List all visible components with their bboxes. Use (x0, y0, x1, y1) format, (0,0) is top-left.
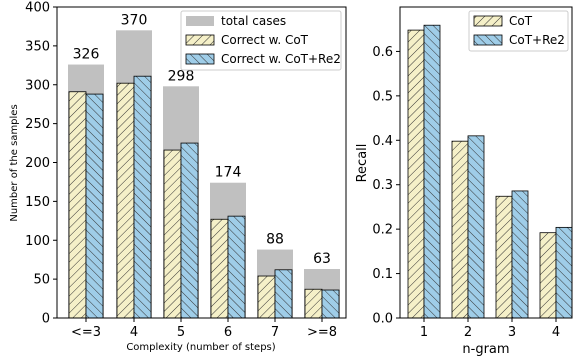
left-xtick-label-5: >=8 (307, 325, 337, 340)
left-x-axis-label: Complexity (number of steps) (126, 342, 275, 353)
left-ytick-label-5: 250 (25, 117, 50, 132)
data-label-0: 326 (73, 47, 100, 63)
left-legend-box (180, 10, 342, 71)
left-y-axis-label: Number of the samples (9, 104, 20, 221)
legend-swatch-re2-right (473, 34, 503, 46)
left-ytick-label-6: 300 (25, 78, 50, 93)
data-label-1: 370 (121, 12, 148, 28)
recall-bar-re2-3 (555, 226, 573, 319)
bar-re2-4 (274, 269, 293, 319)
recall-bar-re2-2 (511, 190, 529, 319)
right-x-axis-label: n-gram (462, 342, 509, 357)
right-xtick-label-0: 1 (420, 325, 428, 340)
left-xtick-label-1: 4 (130, 325, 138, 340)
legend-label-re2: Correct w. CoT+Re2 (221, 52, 341, 66)
recall-bar-cot-2 (495, 195, 513, 319)
left-ytick-label-8: 400 (25, 1, 50, 16)
recall-bar-re2-1 (467, 135, 485, 319)
legend-swatch-cot-right (473, 15, 503, 27)
left-xtick-label-3: 6 (224, 325, 232, 340)
bar-cot-2 (163, 149, 182, 319)
bar-cot-3 (210, 218, 229, 319)
left-data-labels: 326 370 298 174 88 63 (73, 12, 331, 267)
bar-re2-0 (85, 93, 104, 319)
left-xtick-label-4: 7 (271, 325, 279, 340)
left-ytick-label-7: 350 (25, 39, 50, 54)
right-ytick-label-3: 0.3 (372, 178, 393, 193)
data-label-4: 88 (266, 232, 284, 248)
right-x-axis: 1 2 3 4 (420, 318, 560, 340)
legend-label-cot: Correct w. CoT (221, 33, 309, 47)
right-ytick-label-0: 0.0 (372, 312, 393, 327)
legend-label-total: total cases (221, 14, 286, 28)
bar-re2-5 (321, 289, 340, 319)
left-ytick-label-2: 100 (25, 234, 50, 249)
bar-cot-5 (304, 288, 323, 319)
bar-cot-0 (68, 91, 87, 319)
right-y-axis-label: Recall (355, 144, 370, 183)
recall-bar-cot-1 (451, 140, 469, 319)
legend-label-cot-right: CoT (509, 14, 533, 28)
right-plot-frame (399, 6, 573, 319)
bar-cot-1 (116, 82, 135, 319)
left-legend: total cases Correct w. CoT Correct w. Co… (180, 10, 342, 71)
bar-re2-1 (133, 75, 152, 319)
right-ytick-label-6: 0.6 (372, 45, 393, 60)
left-bars (68, 30, 340, 319)
left-ytick-label-1: 50 (33, 273, 50, 288)
left-xtick-label-0: <=3 (71, 325, 101, 340)
right-xtick-label-3: 4 (552, 325, 560, 340)
right-ytick-label-1: 0.1 (372, 267, 393, 282)
legend-swatch-cot (185, 34, 215, 46)
legend-swatch-re2 (185, 53, 215, 65)
left-ytick-label-3: 150 (25, 195, 50, 210)
right-ytick-label-5: 0.5 (372, 89, 393, 104)
right-legend: CoT CoT+Re2 (468, 10, 569, 52)
right-y-axis: 0.0 0.1 0.2 0.3 0.4 0.5 0.6 (372, 45, 400, 327)
legend-label-re2-right: CoT+Re2 (509, 33, 565, 47)
right-xtick-label-1: 2 (464, 325, 472, 340)
left-xtick-label-2: 5 (177, 325, 185, 340)
bar-re2-3 (227, 215, 246, 319)
recall-bar-cot-0 (407, 29, 425, 319)
left-ytick-label-0: 0 (42, 312, 50, 327)
right-xtick-label-2: 3 (508, 325, 516, 340)
right-ytick-label-2: 0.2 (372, 223, 393, 238)
legend-swatch-total (186, 16, 214, 26)
bar-cot-4 (257, 275, 276, 319)
right-ytick-label-4: 0.4 (372, 134, 393, 149)
left-ytick-label-4: 200 (25, 156, 50, 171)
data-label-5: 63 (313, 251, 331, 267)
recall-bar-re2-0 (423, 24, 441, 319)
ngram-recall-chart: 0.0 0.1 0.2 0.3 0.4 0.5 0.6 1 2 3 4 n-gram Recall… (355, 6, 573, 357)
data-label-3: 174 (215, 165, 242, 181)
bar-re2-2 (180, 142, 199, 319)
left-x-axis: <=3 4 5 6 7 >=8 (71, 318, 337, 340)
recall-bar-cot-3 (539, 232, 557, 319)
right-bars (407, 24, 573, 319)
data-label-2: 298 (168, 68, 195, 84)
left-y-axis: 0 50 100 150 200 250 300 350 400 (25, 1, 57, 327)
